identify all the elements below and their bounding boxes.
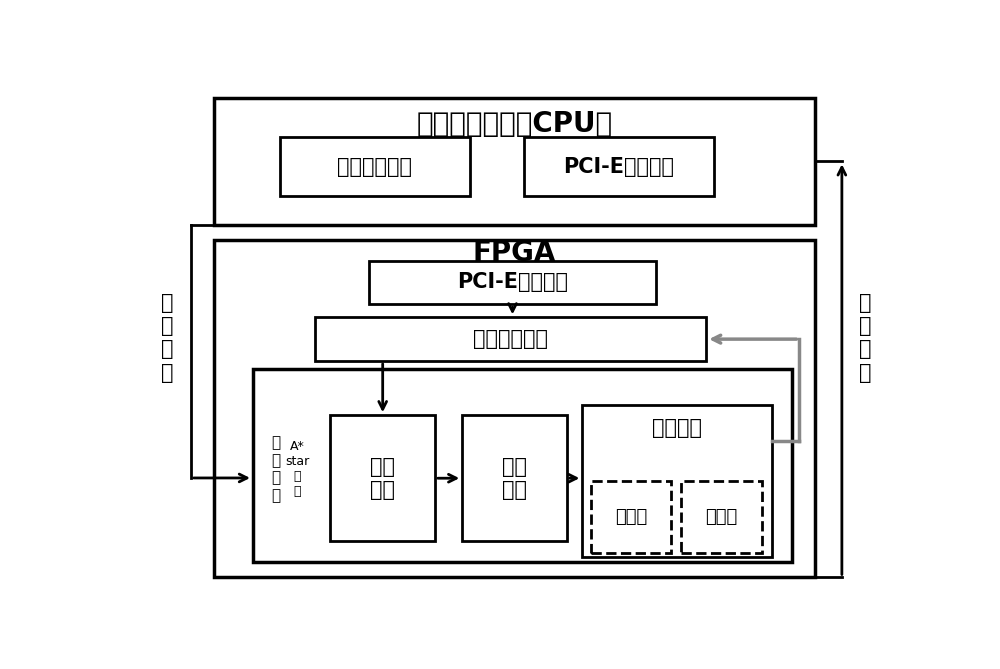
Text: FPGA: FPGA (473, 239, 556, 267)
Bar (681, 481, 762, 553)
Text: 节点
评价: 节点 评价 (502, 457, 527, 500)
Bar (524, 137, 714, 196)
Bar (591, 481, 671, 553)
Text: 搜
索
模
块: 搜 索 模 块 (272, 436, 281, 503)
Text: A*
star
路
径: A* star 路 径 (285, 440, 309, 498)
Text: 地
图
信
息: 地 图 信 息 (161, 293, 174, 383)
Bar (315, 317, 706, 361)
Text: 地图信息存储: 地图信息存储 (473, 329, 548, 349)
Bar (582, 405, 772, 557)
Text: PCI-E通信模块: PCI-E通信模块 (457, 272, 568, 292)
Text: 生
成
路
径: 生 成 路 径 (859, 293, 871, 383)
Text: PCI-E通信模块: PCI-E通信模块 (564, 157, 675, 177)
Bar (253, 369, 792, 562)
Text: 地图信息生成: 地图信息生成 (337, 157, 412, 177)
Text: 第二轮: 第二轮 (706, 508, 738, 526)
Text: 车载计算平台（CPU）: 车载计算平台（CPU） (416, 110, 612, 138)
Bar (369, 261, 656, 304)
Bar (214, 240, 815, 577)
Text: 节点
拓展: 节点 拓展 (370, 457, 395, 500)
Bar (214, 98, 815, 225)
Bar (330, 415, 435, 541)
Text: 第一轮: 第一轮 (615, 508, 647, 526)
Bar (280, 137, 470, 196)
Text: 节点排序: 节点排序 (652, 418, 702, 438)
Bar (462, 415, 567, 541)
